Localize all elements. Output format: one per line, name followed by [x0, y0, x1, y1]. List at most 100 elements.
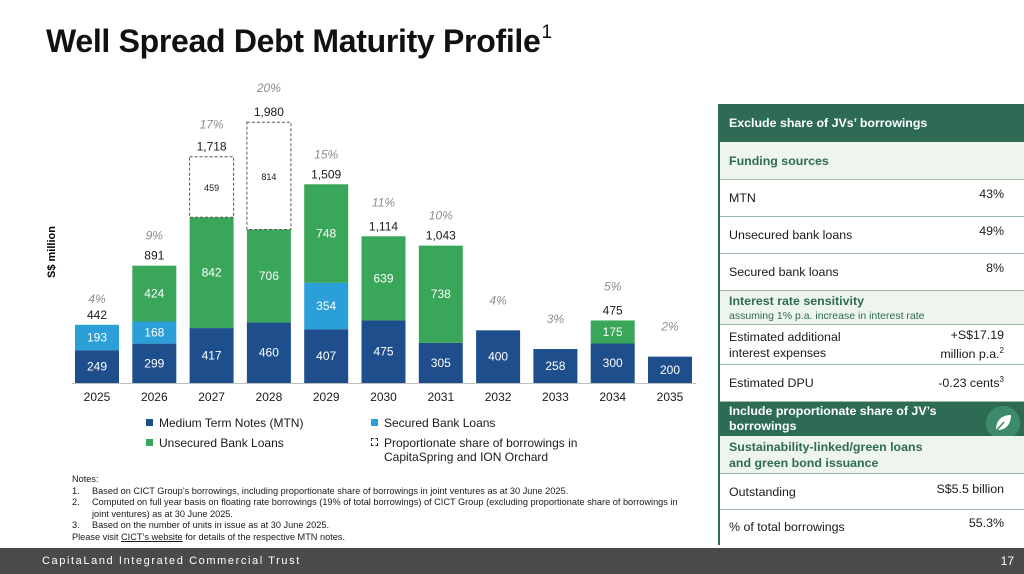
total-label-2029: 1,509 [311, 167, 341, 181]
bar-segment-2028-s3 [246, 121, 292, 230]
bar-segment-2027-s0 [189, 328, 234, 383]
bar-segment-2026-s2 [132, 265, 177, 322]
percent-label-2029: 15% [314, 147, 338, 161]
segment-label-2028-s2: 706 [259, 269, 279, 283]
bar-segment-2025-s1 [75, 324, 119, 351]
percent-label-2032: 4% [489, 293, 507, 307]
percent-label-2026: 9% [146, 229, 164, 243]
x-tick-2028: 2028 [256, 390, 283, 404]
segment-label-2031-s2: 738 [431, 287, 451, 301]
notes-heading: Notes: [72, 474, 99, 484]
x-tick-2030: 2030 [370, 390, 397, 404]
note-1: 1. Based on CICT Group’s borrowings, incl… [72, 485, 569, 496]
interest-sensitivity-heading: Interest rate sensitivity assuming 1% p.… [720, 291, 1024, 325]
segment-label-2025-s1: 193 [87, 330, 107, 344]
total-label-2026: 891 [144, 249, 164, 263]
segment-label-2027-s3: 459 [204, 183, 219, 193]
row-unsecured-bank-loans: Unsecured bank loans 49% [720, 217, 1024, 254]
row-mtn: MTN 43% [720, 180, 1024, 217]
bar-segment-2027-s2 [189, 217, 234, 329]
bar-segment-2029-s2 [304, 184, 349, 283]
segment-label-2027-s2: 842 [202, 266, 222, 280]
x-tick-2033: 2033 [542, 390, 569, 404]
funding-sources-heading: Funding sources [720, 142, 1024, 180]
segment-label-2026-s0: 299 [144, 356, 164, 370]
segment-label-2026-s1: 168 [144, 326, 164, 340]
segment-label-2031-s0: 305 [431, 356, 451, 370]
segment-label-2027-s0: 417 [202, 349, 222, 363]
legend-swatch-unsecured [146, 439, 153, 446]
segment-label-2029-s2: 748 [316, 227, 336, 241]
bar-segment-2035-s0 [648, 356, 692, 383]
total-label-2028: 1,980 [254, 105, 284, 119]
percent-label-2033: 3% [547, 312, 565, 326]
legend-unsecured: Unsecured Bank Loans [146, 436, 284, 450]
legend-swatch-proportionate [371, 438, 378, 446]
percent-label-2030: 11% [372, 195, 395, 209]
bar-segment-2028-s0 [246, 322, 291, 383]
sustainability-heading: Sustainability-linked/green loans and gre… [720, 436, 1024, 474]
segment-label-2029-s0: 407 [316, 349, 336, 363]
bar-segment-2028-s2 [246, 229, 291, 323]
x-tick-2026: 2026 [141, 390, 168, 404]
segment-label-2025-s0: 249 [87, 360, 107, 374]
segment-label-2034-s2: 175 [603, 325, 623, 339]
percent-label-2025: 4% [88, 292, 106, 306]
footer-company: CapitaLand Integrated Commercial Trust [42, 555, 301, 567]
visit-note: Please visit CICT’s website for details … [72, 531, 346, 542]
y-axis-label: S$ million [46, 226, 58, 278]
row-secured-bank-loans: Secured bank loans 8% [720, 254, 1024, 291]
row-outstanding: Outstanding S$5.5 billion [720, 474, 1024, 510]
x-tick-2032: 2032 [485, 390, 512, 404]
debt-maturity-chart: S$ million 249 193 442 4% 2025 299 168 424 891 9% 2… [46, 81, 696, 404]
bar-segment-2026-s0 [132, 343, 177, 383]
total-label-2030: 1,114 [369, 219, 398, 233]
notes: Notes: 1. Based on CICT Group’s borrowing… [72, 474, 712, 544]
page-title: Well Spread Debt Maturity Profile1 [46, 22, 552, 59]
bar-segment-2026-s1 [132, 321, 177, 344]
segment-label-2029-s1: 354 [316, 299, 336, 313]
x-tick-2029: 2029 [313, 390, 340, 404]
panel-header-exclude: Exclude share of JVs’ borrowings [720, 104, 1024, 142]
panel-header-include: Include proportionate share of JV’s borro… [720, 402, 1024, 440]
segment-label-2032-s0: 400 [488, 350, 508, 364]
bar-segment-2034-s2 [590, 320, 635, 344]
page-number: 17 [1000, 554, 1014, 568]
row-estimated-dpu: Estimated DPU -0.23 cents3 [720, 365, 1024, 402]
footer-bar: CapitaLand Integrated Commercial Trust 1… [0, 548, 1024, 574]
percent-label-2027: 17% [200, 118, 224, 132]
leaf-icon [986, 406, 1020, 440]
bar-segment-2025-s0 [75, 350, 119, 383]
bar-segment-2030-s2 [361, 236, 406, 321]
segment-label-2030-s0: 475 [373, 345, 393, 359]
segment-label-2030-s2: 639 [373, 271, 393, 285]
legend-swatch-mtn [146, 419, 153, 426]
segment-label-2028-s0: 460 [259, 346, 279, 360]
bar-segment-2033-s0 [533, 349, 578, 383]
total-label-2027: 1,718 [197, 140, 227, 154]
total-label-2025: 442 [87, 308, 107, 322]
legend-proportionate: Proportionate share of borrowings in Cap… [371, 436, 577, 464]
x-tick-2025: 2025 [84, 390, 111, 404]
segment-label-2034-s0: 300 [603, 356, 623, 370]
x-tick-2035: 2035 [657, 390, 684, 404]
bar-segment-2031-s0 [418, 342, 463, 383]
segment-label-2035-s0: 200 [660, 363, 680, 377]
legend-secured: Secured Bank Loans [371, 416, 495, 430]
percent-label-2028: 20% [256, 81, 281, 95]
row-estimated-interest: Estimated additional interest expenses +S… [720, 325, 1024, 365]
bar-segment-2031-s2 [418, 245, 463, 343]
percent-label-2035: 2% [660, 320, 679, 334]
legend-mtn: Medium Term Notes (MTN) [146, 416, 303, 430]
note-3: 3. Based on the number of units in issue … [72, 520, 329, 531]
x-tick-2034: 2034 [599, 390, 626, 404]
total-label-2031: 1,043 [426, 229, 456, 243]
x-tick-2027: 2027 [198, 390, 225, 404]
total-label-2034: 475 [603, 303, 623, 317]
x-tick-2031: 2031 [427, 390, 454, 404]
bar-segment-2030-s0 [361, 320, 406, 383]
cict-website-link[interactable]: CICT’s website [121, 531, 183, 542]
percent-label-2034: 5% [604, 279, 622, 293]
segment-label-2028-s3: 814 [261, 172, 276, 182]
legend-swatch-secured [371, 419, 378, 426]
